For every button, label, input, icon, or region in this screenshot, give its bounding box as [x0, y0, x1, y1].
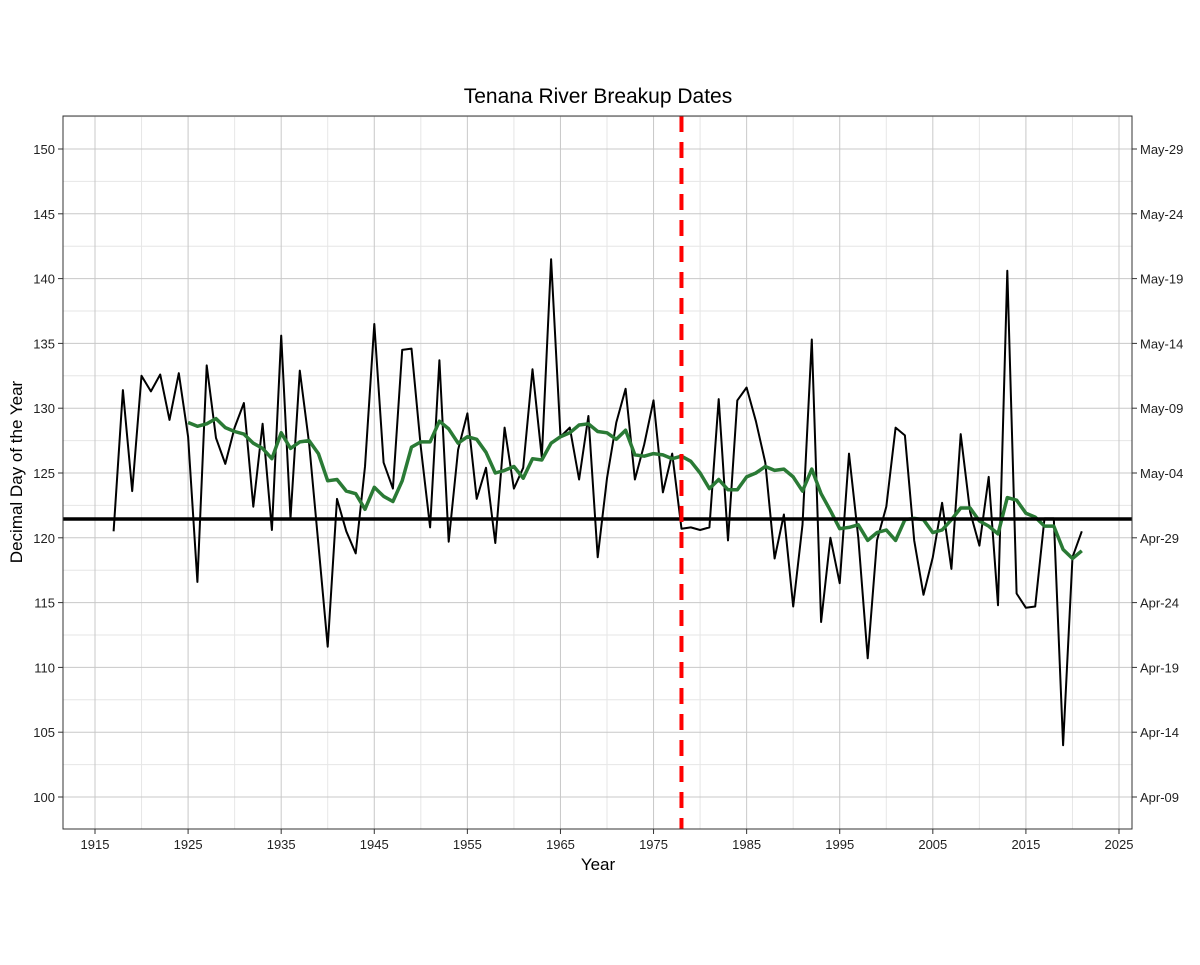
y2-tick-label: May-29 — [1140, 142, 1183, 157]
y2-tick-label: Apr-24 — [1140, 596, 1179, 611]
y-tick-label: 125 — [33, 466, 55, 481]
y-tick-label: 150 — [33, 142, 55, 157]
x-tick-label: 1955 — [453, 837, 482, 852]
x-axis-label: Year — [581, 855, 616, 874]
chart-title: Tenana River Breakup Dates — [464, 85, 732, 108]
y2-tick-label: Apr-19 — [1140, 660, 1179, 675]
y-tick-label: 115 — [34, 596, 55, 611]
x-tick-label: 1915 — [81, 837, 110, 852]
x-tick-label: 2025 — [1105, 837, 1134, 852]
y-tick-label: 135 — [33, 336, 55, 351]
marks — [63, 116, 1132, 829]
y-tick-label: 120 — [33, 531, 55, 546]
y-tick-label: 130 — [33, 401, 55, 416]
x-tick-label: 1985 — [732, 837, 761, 852]
y-tick-label: 145 — [33, 207, 55, 222]
moving-average-line — [187, 416, 1083, 561]
x-tick-label: 2005 — [918, 837, 947, 852]
x-tick-label: 1975 — [639, 837, 668, 852]
breakup-date-line — [112, 258, 1083, 747]
y2-tick-label: May-24 — [1140, 207, 1183, 222]
y2-tick-label: Apr-09 — [1140, 790, 1179, 805]
y-tick-label: 140 — [33, 272, 55, 287]
y2-tick-label: Apr-14 — [1140, 725, 1179, 740]
y-tick-label: 110 — [34, 660, 55, 675]
y2-tick-label: Apr-29 — [1140, 531, 1179, 546]
y2-tick-label: May-14 — [1140, 336, 1183, 351]
x-tick-label: 1935 — [267, 837, 296, 852]
y2-tick-label: May-09 — [1140, 401, 1183, 416]
y-tick-label: 105 — [33, 725, 55, 740]
x-tick-label: 1995 — [825, 837, 854, 852]
x-tick-label: 1965 — [546, 837, 575, 852]
x-tick-label: 1925 — [174, 837, 203, 852]
x-tick-label: 1945 — [360, 837, 389, 852]
axes: 1915 1925 1935 1945 1955 1965 1975 1985 1995 2005… — [33, 142, 1183, 852]
y-tick-label: 100 — [33, 790, 55, 805]
y2-tick-label: May-19 — [1140, 272, 1183, 287]
y2-tick-label: May-04 — [1140, 466, 1183, 481]
y-axis-label: Decimal Day of the Year — [7, 380, 26, 563]
x-tick-label: 2015 — [1011, 837, 1040, 852]
